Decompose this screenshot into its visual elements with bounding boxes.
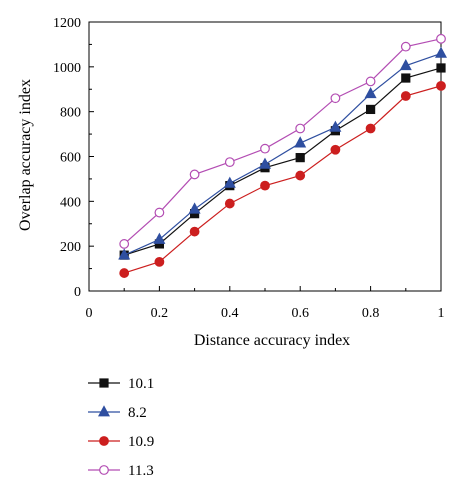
legend-label: 8.2 <box>128 405 147 421</box>
legend-item: 10.9 <box>88 434 154 450</box>
series-10.9 <box>119 80 446 278</box>
data-point <box>294 136 307 148</box>
data-point <box>154 256 165 267</box>
data-point <box>399 58 412 71</box>
data-point <box>434 46 448 58</box>
legend-label: 10.9 <box>128 434 154 450</box>
x-tick-label: 0.2 <box>151 306 169 321</box>
data-point <box>224 198 235 209</box>
plot-frame <box>88 21 442 292</box>
data-point <box>118 248 131 260</box>
series-line <box>124 67 442 256</box>
data-point <box>330 144 341 155</box>
data-point <box>436 33 446 44</box>
data-point <box>400 41 411 52</box>
data-point <box>364 86 377 99</box>
x-tick-label: 0 <box>86 306 93 321</box>
y-tick-label: 600 <box>60 151 81 166</box>
data-point <box>295 153 305 163</box>
legend-item: 11.3 <box>88 463 154 479</box>
data-point <box>436 80 446 91</box>
data-point <box>260 143 270 154</box>
data-point <box>365 123 376 134</box>
y-tick-label: 1000 <box>53 61 81 76</box>
series-8.2 <box>118 46 448 260</box>
series-line <box>123 38 442 245</box>
data-point <box>224 157 235 168</box>
data-point <box>330 93 341 104</box>
y-tick-label: 400 <box>60 195 81 210</box>
series-line <box>124 85 442 274</box>
data-point <box>258 157 272 169</box>
legend-item: 8.2 <box>88 405 147 421</box>
data-point <box>329 120 342 132</box>
plot-axes: 0 0.2 0.4 0.6 0.8 1 0 200 400 600 800 1000 1200 <box>53 16 445 321</box>
data-point <box>401 73 411 83</box>
legend-label: 10.1 <box>128 376 154 392</box>
legend-item: 10.1 <box>88 376 154 392</box>
data-point <box>295 123 306 134</box>
legend: 10.1 8.2 10.9 11.3 <box>88 376 154 479</box>
data-point <box>400 91 411 101</box>
data-point <box>295 170 306 181</box>
legend-marker <box>99 465 109 475</box>
x-tick-label: 0.8 <box>362 306 380 321</box>
data-point <box>119 268 130 278</box>
data-point <box>260 180 270 191</box>
data-point <box>188 202 201 214</box>
x-tick-label: 1 <box>438 306 445 321</box>
data-point <box>223 176 236 188</box>
series-line <box>123 52 442 256</box>
x-axis-title: Distance accuracy index <box>194 332 350 349</box>
series-10.1 <box>119 63 446 260</box>
data-point <box>153 232 166 244</box>
data-point <box>365 76 376 87</box>
data-point <box>189 169 200 180</box>
y-axis-title: Overlap accuracy index <box>17 79 34 231</box>
y-tick-label: 800 <box>60 106 81 121</box>
legend-marker <box>99 378 109 388</box>
data-point <box>436 63 446 73</box>
x-tick-label: 0.6 <box>291 306 309 321</box>
data-point <box>189 226 200 237</box>
data-point <box>154 207 165 218</box>
series-11.3 <box>119 33 446 249</box>
legend-marker <box>97 405 111 417</box>
y-tick-label: 0 <box>74 285 81 300</box>
y-tick-label: 200 <box>60 240 81 255</box>
data-point <box>366 104 376 115</box>
legend-label: 11.3 <box>128 463 154 479</box>
legend-marker <box>99 436 109 446</box>
x-tick-label: 0.4 <box>221 306 239 321</box>
series-layer <box>118 33 448 278</box>
y-tick-label: 1200 <box>53 16 81 31</box>
data-point <box>119 239 130 249</box>
